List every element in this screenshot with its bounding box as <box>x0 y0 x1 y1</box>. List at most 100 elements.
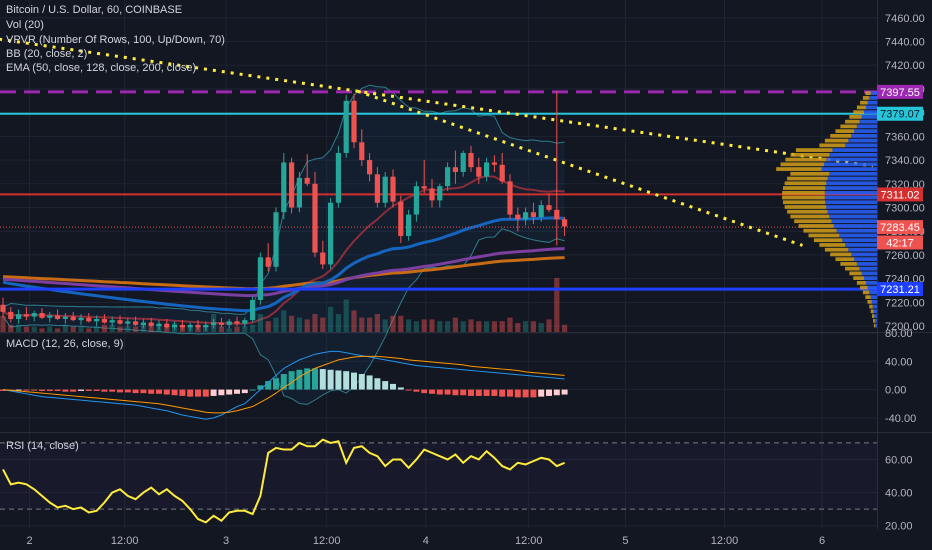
legend-ema[interactable]: EMA (50, close, 128, close, 200, close) <box>6 62 197 74</box>
candle-body[interactable] <box>101 318 107 323</box>
candle-body[interactable] <box>125 321 131 324</box>
macd-histogram-bar <box>522 389 529 398</box>
candle-body[interactable] <box>429 188 435 201</box>
candle-body[interactable] <box>140 322 146 325</box>
candle-body[interactable] <box>382 176 388 203</box>
candle-body[interactable] <box>242 320 248 324</box>
candle-body[interactable] <box>289 162 295 208</box>
candle-body[interactable] <box>335 152 341 203</box>
vpvr-bar-up <box>833 224 877 228</box>
candle-body[interactable] <box>374 174 380 203</box>
candle-body[interactable] <box>328 202 334 265</box>
candle-body[interactable] <box>156 323 162 327</box>
candle-body[interactable] <box>468 152 474 168</box>
rsi-label[interactable]: RSI (14, close) <box>6 440 79 452</box>
legend-bb[interactable]: BB (20, close, 2) <box>6 48 88 60</box>
macd-histogram-bar <box>405 389 412 391</box>
candle-body[interactable] <box>359 142 365 161</box>
candle-body[interactable] <box>460 152 466 172</box>
macd-histogram-bar <box>93 389 100 391</box>
time-tick-label: 12:00 <box>111 535 139 547</box>
candle-body[interactable] <box>304 177 310 184</box>
candle-body[interactable] <box>484 162 490 177</box>
volume-bar <box>133 326 139 332</box>
candle-body[interactable] <box>31 313 37 317</box>
candle-body[interactable] <box>109 320 115 323</box>
candle-body[interactable] <box>351 100 357 143</box>
vpvr-bar-down <box>835 129 855 133</box>
candle-body[interactable] <box>39 313 45 318</box>
candle-body[interactable] <box>0 304 6 312</box>
candle-body[interactable] <box>257 257 263 300</box>
candle-body[interactable] <box>16 314 22 319</box>
macd-label[interactable]: MACD (12, 26, close, 9) <box>6 338 124 350</box>
candle-body[interactable] <box>343 100 349 153</box>
candle-body[interactable] <box>296 177 302 208</box>
candle-body[interactable] <box>265 257 271 267</box>
candle-body[interactable] <box>546 205 552 210</box>
candle-body[interactable] <box>179 324 185 328</box>
candle-body[interactable] <box>499 164 505 182</box>
candle-body[interactable] <box>437 186 443 201</box>
candle-body[interactable] <box>211 322 217 325</box>
vpvr-bar-up <box>872 304 877 309</box>
candle-body[interactable] <box>187 324 193 328</box>
candle-body[interactable] <box>250 299 256 321</box>
candle-body[interactable] <box>94 318 100 322</box>
candle-body[interactable] <box>554 209 560 220</box>
macd-pane[interactable] <box>0 350 568 420</box>
candle-body[interactable] <box>23 314 29 317</box>
candle-body[interactable] <box>515 214 521 220</box>
candle-body[interactable] <box>117 320 123 324</box>
candle-body[interactable] <box>281 162 287 213</box>
candle-body[interactable] <box>367 160 373 175</box>
candle-body[interactable] <box>62 316 68 319</box>
legend-vol[interactable]: Vol (20) <box>6 19 44 31</box>
candle-body[interactable] <box>203 324 209 328</box>
candle-body[interactable] <box>312 183 318 253</box>
candle-body[interactable] <box>398 201 404 236</box>
candle-body[interactable] <box>70 316 76 321</box>
vpvr-bar-up <box>856 262 877 266</box>
vpvr-bar-up <box>865 281 877 285</box>
candle-body[interactable] <box>218 322 224 325</box>
candle-body[interactable] <box>86 317 92 322</box>
candle-body[interactable] <box>148 322 154 327</box>
volume-bar <box>523 321 529 332</box>
candle-body[interactable] <box>445 167 451 187</box>
candle-body[interactable] <box>406 214 412 236</box>
candle-body[interactable] <box>421 186 427 189</box>
candle-body[interactable] <box>530 212 536 217</box>
candle-body[interactable] <box>273 212 279 267</box>
candle-body[interactable] <box>452 167 458 172</box>
candle-body[interactable] <box>562 219 568 227</box>
candle-body[interactable] <box>195 324 201 328</box>
candle-body[interactable] <box>226 321 232 325</box>
candle-body[interactable] <box>538 205 544 217</box>
vpvr-bar-down <box>845 119 860 124</box>
candle-body[interactable] <box>476 167 482 177</box>
candle-body[interactable] <box>413 186 419 215</box>
rsi-pane[interactable] <box>0 438 877 524</box>
legend-vpvr[interactable]: VPVR (Number Of Rows, 100, Up/Down, 70) <box>6 34 225 46</box>
trendline-upper[interactable] <box>0 37 873 168</box>
vpvr-bar-down <box>782 200 826 205</box>
candle-body[interactable] <box>164 323 170 328</box>
candle-body[interactable] <box>55 315 61 319</box>
price-pane[interactable] <box>0 37 877 405</box>
candle-body[interactable] <box>390 176 396 202</box>
candle-body[interactable] <box>234 321 240 324</box>
volume-bar <box>125 326 131 332</box>
trendline-lower[interactable] <box>357 89 803 247</box>
candle-body[interactable] <box>8 311 14 319</box>
candle-body[interactable] <box>172 324 178 328</box>
macd-histogram-bar <box>390 383 396 390</box>
candle-body[interactable] <box>507 181 513 215</box>
candle-body[interactable] <box>133 321 139 325</box>
candle-body[interactable] <box>320 252 326 265</box>
candle-body[interactable] <box>523 212 529 220</box>
candle-body[interactable] <box>78 317 84 321</box>
candle-body[interactable] <box>47 315 53 318</box>
candle-body[interactable] <box>491 162 497 165</box>
